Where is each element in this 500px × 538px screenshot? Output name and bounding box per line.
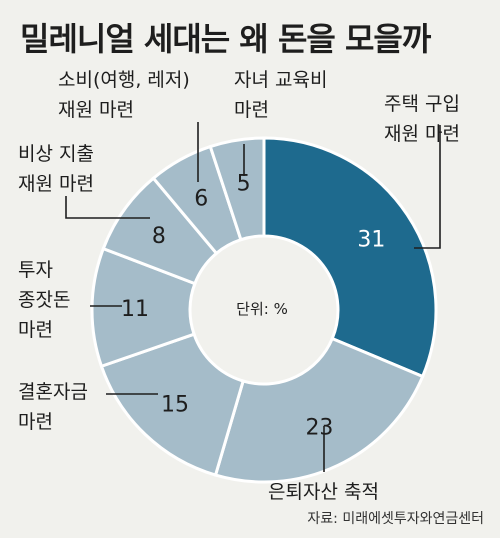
leader-line-0 (414, 125, 441, 249)
leader-line-4 (65, 196, 150, 219)
source-note: 자료: 미래에셋투자와연금센터 (307, 511, 484, 527)
category-label-1: 은퇴자산 축적 (268, 481, 379, 503)
category-label-3: 투자 종잣돈 마련 (18, 259, 70, 341)
donut-slice-6 (208, 136, 266, 242)
chart-title: 밀레니얼 세대는 왜 돈을 모을까 (20, 20, 431, 58)
slice-value-5: 6 (194, 186, 208, 211)
slice-value-6: 5 (237, 172, 251, 197)
center-unit-label: 단위: % (236, 300, 288, 318)
category-label-5: 소비(여행, 레저) 재원 마련 (58, 69, 190, 121)
category-label-0: 주택 구입 재원 마련 (384, 93, 460, 145)
donut-slice-2 (99, 332, 246, 477)
slice-value-0: 31 (357, 228, 385, 253)
category-label-2: 결혼자금 마련 (18, 381, 88, 433)
category-label-4: 비상 지출 재원 마련 (18, 143, 94, 195)
donut-slice-1 (213, 336, 425, 484)
slice-value-1: 23 (305, 415, 333, 440)
donut-slice-0 (262, 136, 438, 379)
slice-value-2: 15 (161, 392, 189, 417)
slice-value-4: 8 (152, 224, 166, 249)
category-label-6: 자녀 교육비 마련 (234, 69, 327, 121)
slice-value-3: 11 (121, 297, 149, 322)
